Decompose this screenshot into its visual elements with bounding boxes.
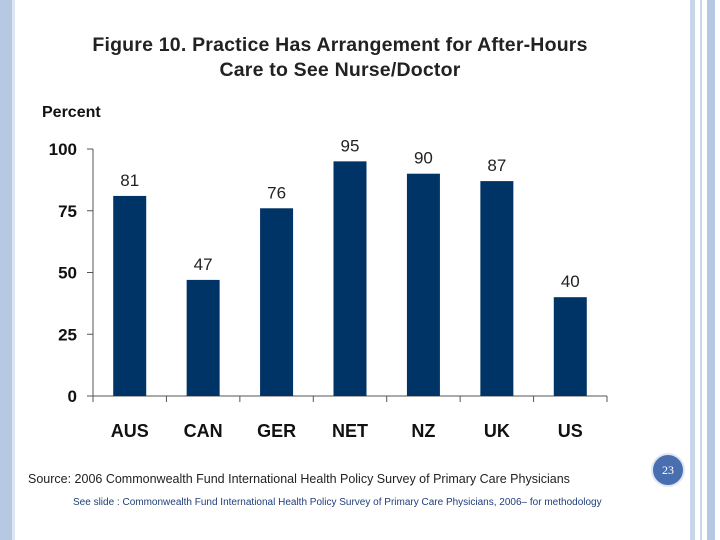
data-label-us: 40 — [561, 272, 580, 291]
bar-can — [186, 279, 220, 396]
y-tick-label: 75 — [58, 202, 77, 221]
y-axis-label: Percent — [42, 104, 101, 121]
bar-aus — [113, 195, 147, 396]
bar-ger — [260, 208, 294, 396]
slide-frame-left — [0, 0, 15, 540]
y-tick-label: 25 — [58, 325, 77, 344]
y-tick-label: 100 — [49, 140, 77, 159]
y-tick-label: 50 — [58, 264, 77, 283]
data-label-ger: 76 — [267, 183, 286, 202]
category-label-can: CAN — [184, 421, 223, 441]
category-label-nz: NZ — [411, 421, 435, 441]
category-label-us: US — [558, 421, 583, 441]
category-label-uk: UK — [484, 421, 510, 441]
data-label-nz: 90 — [414, 149, 433, 168]
methodology-note: See slide : Commonwealth Fund Internatio… — [73, 497, 602, 508]
page-number-badge: 23 — [651, 453, 685, 487]
bar-us — [553, 297, 587, 396]
category-label-net: NET — [332, 421, 368, 441]
category-label-ger: GER — [257, 421, 296, 441]
data-label-uk: 87 — [487, 156, 506, 175]
category-label-aus: AUS — [111, 421, 149, 441]
data-label-can: 47 — [194, 255, 213, 274]
bar-net — [333, 161, 367, 396]
bar-chart: 0 25 50 75 100 81 AUS 47 CAN 76 GER 95 NET 90 NZ 87 UK 40… — [49, 136, 608, 441]
source-text: Source: 2006 Commonwealth Fund Internati… — [28, 472, 570, 486]
chart-title: Figure 10. Practice Has Arrangement for … — [92, 34, 588, 81]
data-label-net: 95 — [341, 136, 360, 155]
bar-uk — [480, 181, 514, 396]
y-tick-label: 0 — [68, 387, 77, 406]
data-label-aus: 81 — [120, 171, 139, 190]
bar-nz — [406, 173, 440, 396]
slide-frame-right — [690, 0, 720, 540]
